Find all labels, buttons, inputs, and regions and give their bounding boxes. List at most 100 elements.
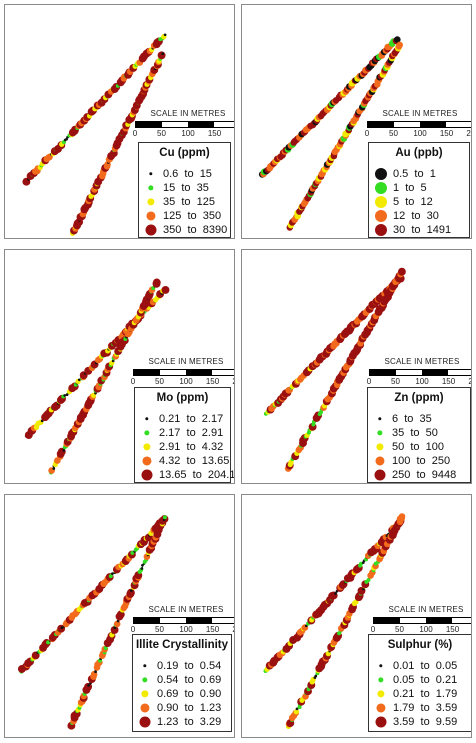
scale-tick-label: 0 (366, 377, 372, 386)
legend-symbol (145, 224, 157, 236)
sample-point (113, 620, 121, 628)
legend-item: 3.59 to 9.59 (369, 715, 471, 729)
map-panel: SCALE IN METRES 0 50 100 150 200 Cu (ppm) 0.6 t… (4, 4, 235, 239)
legend-item: 0.05 to 0.21 (369, 673, 471, 687)
legend-item: 1.79 to 3.59 (369, 701, 471, 715)
legend-symbol (378, 677, 384, 683)
legend-label: 2.17 to 2.91 (159, 427, 224, 439)
scale-tick-label: 150 (205, 377, 220, 386)
legend-label: 350 to 8390 (163, 224, 228, 236)
scale-segment (134, 370, 160, 375)
map-panel: SCALE IN METRES050100150200Sulphur (%)0.… (241, 494, 472, 738)
sample-point (396, 41, 403, 49)
legend-item: 1 to 5 (369, 181, 469, 195)
scale-tick-label: 200 (232, 377, 234, 386)
legend-label: 0.90 to 1.23 (157, 702, 222, 714)
sample-point (130, 589, 133, 592)
legend-item: 0.69 to 0.90 (133, 687, 231, 701)
scale-title: SCALE IN METRES (388, 605, 464, 614)
legend-label: 100 to 250 (392, 455, 451, 467)
legend: Cu (ppm) 0.6 to 15 15 to 35 35 to 125 125 to… (138, 142, 231, 238)
legend-label: 0.54 to 0.69 (157, 674, 222, 686)
drillhole-traces (24, 278, 170, 475)
legend-label: 3.59 to 9.59 (393, 716, 458, 728)
sample-point (63, 394, 67, 397)
scale-tick-label: 50 (389, 129, 398, 138)
legend-item: 6 to 35 (368, 412, 470, 426)
legend-symbol (142, 456, 152, 466)
legend-item: 4.32 to 13.65 (135, 454, 230, 468)
legend-label: 1.23 to 3.29 (157, 716, 222, 728)
legend-item: 0.21 to 2.17 (135, 412, 230, 426)
legend-symbol (145, 417, 149, 421)
scale-tick-label: 100 (181, 129, 195, 138)
sample-point (366, 578, 371, 582)
scale-tick-label: 0 (130, 625, 136, 634)
scale-tick-label: 100 (419, 625, 433, 634)
legend-symbol (375, 456, 385, 466)
scale-bar-segments (373, 617, 471, 624)
legend-item: 0.01 to 0.05 (369, 659, 471, 673)
legend-symbol (375, 182, 387, 194)
legend-label: 35 to 125 (163, 196, 215, 208)
scale-tick-label: 50 (155, 377, 164, 386)
legend-symbol (148, 185, 154, 191)
sample-point (111, 572, 114, 575)
legend-title: Au (ppb) (395, 147, 443, 159)
legend-item: 13.65 to 204.1 (135, 468, 234, 482)
drillhole-traces (22, 33, 167, 236)
sample-point (157, 51, 166, 60)
scale-tick-label: 100 (415, 377, 429, 386)
sample-point (111, 359, 115, 363)
legend-label: 0.21 to 2.17 (159, 413, 224, 425)
sample-point (161, 52, 165, 56)
legend-item: 0.21 to 1.79 (369, 687, 471, 701)
scale-tick-label: 200 (232, 625, 234, 634)
legend-label: 2.91 to 4.32 (159, 441, 224, 453)
sample-point (110, 625, 119, 634)
sample-point (46, 640, 51, 645)
scale-tick-label: 100 (413, 129, 427, 138)
sample-point (62, 449, 66, 452)
scale-title: SCALE IN METRES (384, 357, 460, 366)
legend-item: 125 to 350 (139, 209, 230, 223)
sample-point (108, 574, 113, 579)
scale-tick-label: 200 (468, 377, 471, 386)
legend-symbol (378, 417, 382, 421)
sample-point (87, 684, 90, 687)
scale-segment (370, 370, 396, 375)
scale-bar-segments (369, 369, 471, 376)
legend-item: 0.90 to 1.23 (133, 701, 231, 715)
scale-tick-label: 150 (441, 377, 456, 386)
scale-tick-label: 200 (234, 129, 235, 138)
legend: Au (ppb) 0.5 to 1 1 to 5 5 to 12 12 to 30 30 … (368, 142, 470, 238)
drillhole-traces (17, 515, 169, 730)
scale-bar: SCALE IN METRES 0 50 100 150 200 (131, 357, 234, 391)
sample-point (141, 563, 144, 567)
drillhole-traces (263, 267, 406, 472)
legend-title: Illite Crystallinity (135, 639, 229, 651)
scale-tick-label: 100 (179, 625, 193, 634)
legend-label: 0.19 to 0.54 (157, 660, 222, 672)
scale-bar-segments (367, 121, 471, 128)
legend: Mo (ppm) 0.21 to 2.17 2.17 to 2.91 2.91 to … (134, 387, 234, 483)
legend-label: 0.05 to 0.21 (393, 674, 458, 686)
legend-item: 35 to 125 (139, 195, 230, 209)
legend-symbol (377, 690, 385, 698)
scale-tick-label: 50 (391, 377, 400, 386)
scale-bar: SCALE IN METRES 0 50 100 150 200 (133, 109, 235, 143)
sample-point (84, 682, 93, 691)
legend-symbol (375, 224, 387, 236)
legend-item: 250 to 9448 (368, 468, 470, 482)
scale-segment (422, 370, 448, 375)
sample-point (77, 378, 81, 382)
map-panel: SCALE IN METRES 0 50 100 150 200 Au (ppb) 0.5 t… (241, 4, 472, 239)
legend-item: 0.19 to 0.54 (133, 659, 231, 673)
sample-point (161, 285, 170, 294)
sample-point (314, 674, 318, 678)
legend-item: 5 to 12 (369, 195, 469, 209)
sample-point (293, 709, 300, 715)
scale-bar: SCALE IN METRES 0 50 100 150 200 (130, 605, 234, 639)
legend-label: 0.5 to 1 (393, 168, 436, 180)
scale-segment (426, 618, 452, 623)
